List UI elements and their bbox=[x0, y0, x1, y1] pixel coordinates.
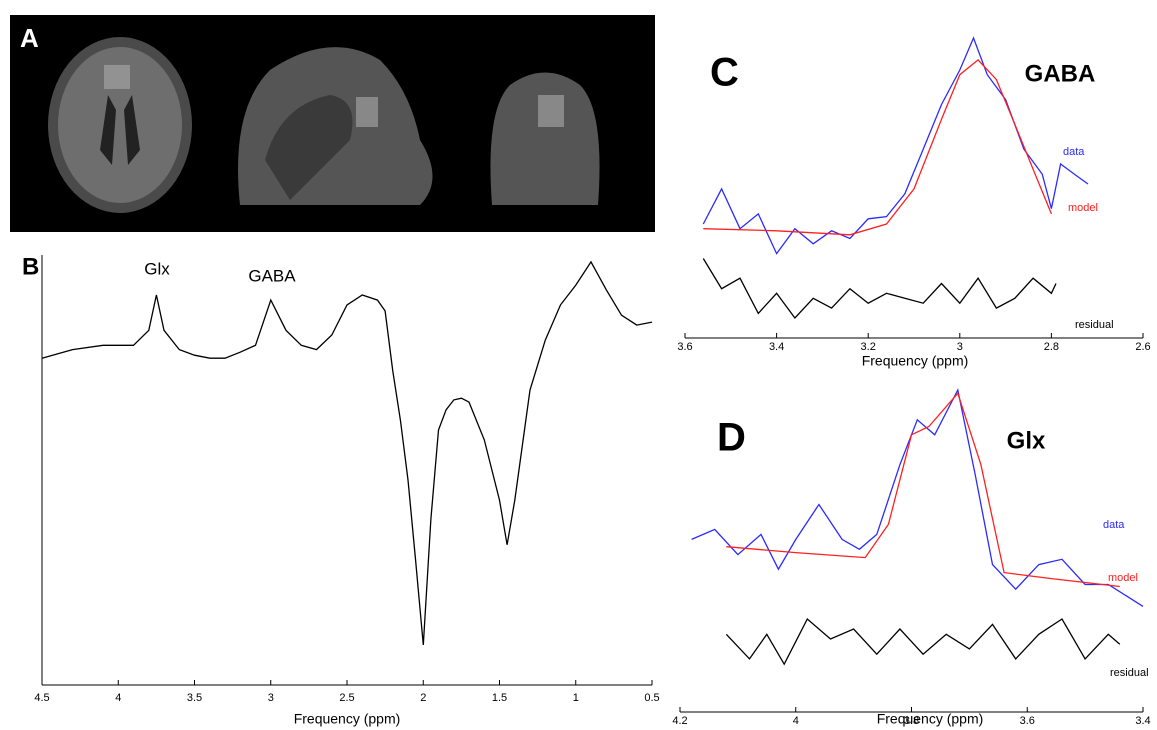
series-label: data bbox=[1063, 146, 1085, 158]
voxel bbox=[356, 97, 378, 127]
x-tick-label: 2 bbox=[420, 692, 426, 704]
series-label: data bbox=[1103, 519, 1125, 531]
panel-title: Glx bbox=[1007, 427, 1046, 454]
x-tick-label: 3.6 bbox=[1020, 715, 1035, 727]
mri-panel: A bbox=[10, 15, 655, 232]
spectrum-line bbox=[703, 259, 1056, 319]
x-tick-label: 3 bbox=[957, 341, 963, 353]
x-tick-label: 3.4 bbox=[769, 341, 784, 353]
x-tick-label: 3.2 bbox=[861, 341, 876, 353]
figure: A 4.5 4 3.5 3 2.5 2 1.5 1 0.5 Frequency (ppm) B Glx… bbox=[0, 0, 1157, 730]
x-tick-label: 2.6 bbox=[1135, 341, 1150, 353]
x-tick-label: 1 bbox=[573, 692, 579, 704]
x-axis-label: Frequency (ppm) bbox=[862, 353, 969, 369]
x-tick-label: 4 bbox=[115, 692, 121, 704]
x-tick-label: 2.8 bbox=[1044, 341, 1059, 353]
x-tick-label: 0.5 bbox=[644, 692, 659, 704]
panel-title: GABA bbox=[1025, 60, 1096, 87]
x-tick-label: 4.5 bbox=[34, 692, 49, 704]
spectrum-line bbox=[42, 262, 652, 645]
x-tick-label: 2.5 bbox=[339, 692, 354, 704]
spectrum-panel: 3.6 3.4 3.2 3 2.8 2.6 Frequency (ppm) C GABA data… bbox=[677, 38, 1150, 369]
spectrum-line bbox=[703, 60, 1051, 235]
peak-annotation: Glx bbox=[144, 259, 170, 278]
x-tick-label: 3 bbox=[268, 692, 274, 704]
series-label: model bbox=[1108, 572, 1138, 584]
panel-label: A bbox=[20, 23, 39, 53]
peak-annotation: GABA bbox=[248, 266, 296, 285]
x-tick-label: 3.4 bbox=[1135, 715, 1150, 727]
series-label: residual bbox=[1110, 667, 1149, 679]
panel-label: C bbox=[710, 51, 739, 95]
x-axis-label: Frequency (ppm) bbox=[294, 711, 401, 727]
x-tick-label: 4.2 bbox=[672, 715, 687, 727]
coronal-slice bbox=[490, 73, 599, 206]
x-tick-label: 1.5 bbox=[492, 692, 507, 704]
x-tick-label: 3.6 bbox=[677, 341, 692, 353]
series-label: model bbox=[1068, 202, 1098, 214]
x-axis-label: Frequency (ppm) bbox=[877, 711, 984, 727]
panel-label: D bbox=[717, 416, 746, 460]
panel-label: B bbox=[22, 253, 39, 280]
series-label: residual bbox=[1075, 319, 1114, 331]
spectrum-panel: 4.5 4 3.5 3 2.5 2 1.5 1 0.5 Frequency (ppm) B Glx GA… bbox=[22, 253, 660, 726]
spectrum-line bbox=[692, 390, 1143, 606]
x-tick-label: 3.5 bbox=[187, 692, 202, 704]
spectrum-line bbox=[726, 619, 1120, 664]
x-tick-label: 4 bbox=[793, 715, 799, 727]
voxel bbox=[104, 65, 130, 89]
voxel bbox=[538, 95, 564, 127]
